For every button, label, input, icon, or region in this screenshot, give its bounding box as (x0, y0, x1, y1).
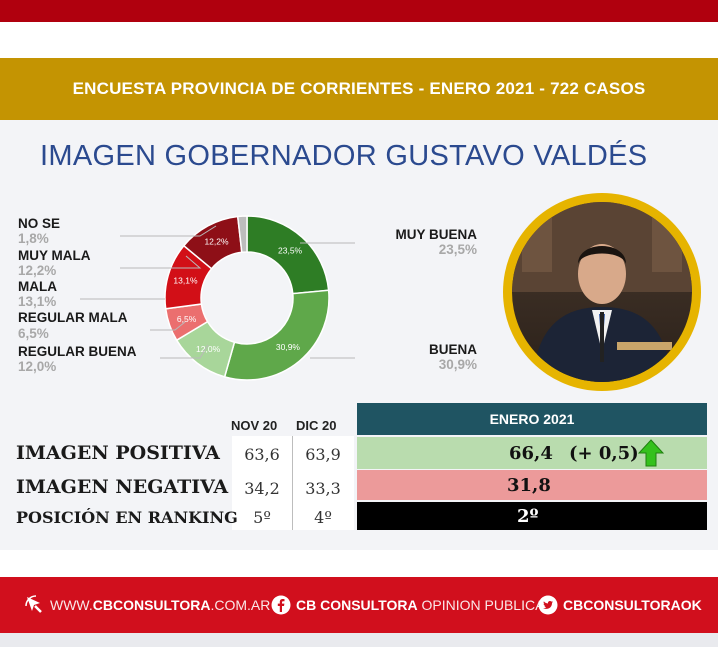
cell-negativa-nov: 34,2 (244, 479, 280, 498)
legend-value-regular-buena: 12,0% (18, 359, 57, 374)
cell-ranking-dic: 4º (314, 508, 332, 527)
change-positiva: (+ 0,5) (569, 443, 639, 464)
legend-value-mala: 13,1% (18, 294, 57, 309)
leader-line (120, 225, 217, 237)
facebook-name: CB CONSULTORA (296, 597, 418, 613)
value-ranking-enero: 2º (517, 506, 539, 527)
row-label-negativa: IMAGEN NEGATIVA (16, 476, 229, 498)
banner-title: ENCUESTA PROVINCIA DE CORRIENTES - ENERO… (72, 79, 646, 98)
cell-ranking-enero: 2º (357, 502, 707, 530)
legend-value-no-se: 1,8% (18, 231, 49, 246)
footer-website-link[interactable]: WWW.CBCONSULTORA.COM.AR (50, 597, 270, 613)
donut-data-label: 12,0% (196, 344, 221, 354)
footer-bottom-strip (0, 633, 718, 647)
table-history-bg (232, 436, 354, 530)
legend-label-buena: BUENA (428, 342, 477, 357)
row-label-ranking: POSICIÓN EN RANKING (16, 508, 238, 527)
twitter-icon (538, 595, 558, 615)
up-arrow-icon (638, 439, 664, 467)
leader-line (120, 255, 202, 269)
cell-negativa-enero: 31,8 (357, 470, 707, 500)
table-divider (292, 436, 293, 530)
legend-value-muy-buena: 23,5% (438, 242, 477, 257)
legend-label-muy-mala: MUY MALA (18, 248, 91, 263)
governor-photo-image (512, 202, 692, 382)
legend-label-no-se: NO SE (18, 216, 61, 231)
legend-label-regular-mala: REGULAR MALA (18, 310, 128, 325)
cell-positiva-dic: 63,9 (305, 445, 341, 464)
cell-negativa-dic: 33,3 (305, 479, 341, 498)
website-suffix: .COM.AR (210, 597, 271, 613)
legend-label-regular-buena: REGULAR BUENA (18, 344, 137, 359)
donut-data-label: 6,5% (177, 314, 197, 324)
website-prefix: WWW. (50, 597, 93, 613)
leader-line (160, 344, 209, 359)
legend-value-regular-mala: 6,5% (18, 326, 49, 341)
top-white-strip (0, 22, 718, 58)
donut-slice-no-se (236, 215, 248, 254)
cell-positiva-enero: 66,4 (+ 0,5) (357, 437, 707, 469)
legend-label-muy-buena: MUY BUENA (395, 227, 477, 242)
footer-white-strip (0, 550, 718, 577)
facebook-subtitle: OPINION PUBLICA (417, 597, 545, 613)
twitter-handle: CBCONSULTORAOK (563, 597, 702, 613)
cell-positiva-nov: 63,6 (244, 445, 280, 464)
col-header-enero: ENERO 2021 (357, 403, 707, 435)
legend-label-mala: MALA (18, 279, 57, 294)
value-negativa-enero: 31,8 (507, 475, 551, 496)
donut-data-label: 23,5% (278, 246, 303, 256)
cursor-click-icon (25, 595, 42, 613)
facebook-icon (271, 595, 291, 615)
donut-chart: 23,5% 30,9% 12,0% 6,5% 13,1% 12,2% (80, 215, 355, 381)
cell-ranking-nov: 5º (253, 508, 271, 527)
donut-data-label: 12,2% (204, 237, 229, 247)
top-red-bar (0, 0, 718, 22)
value-positiva-enero: 66,4 (509, 443, 553, 464)
legend-value-muy-mala: 12,2% (18, 263, 57, 278)
donut-data-label: 30,9% (276, 342, 301, 352)
donut-slice-buena (223, 289, 330, 381)
legend-value-buena: 30,9% (438, 357, 477, 372)
donut-data-label: 13,1% (173, 275, 198, 285)
header-banner (0, 58, 718, 120)
leader-line (150, 321, 186, 331)
website-domain: CBCONSULTORA (92, 597, 211, 613)
page-title: IMAGEN GOBERNADOR GUSTAVO VALDÉS (40, 140, 648, 172)
row-label-positiva: IMAGEN POSITIVA (16, 442, 220, 464)
col-header-nov: NOV 20 (231, 418, 278, 433)
footer-twitter-link[interactable]: CBCONSULTORAOK (563, 597, 702, 613)
col-header-dic: DIC 20 (296, 418, 337, 433)
footer-facebook-link[interactable]: CB CONSULTORA OPINION PUBLICA (296, 597, 544, 613)
governor-photo (503, 193, 701, 391)
footer-bar: WWW.CBCONSULTORA.COM.AR CB CONSULTORA OP… (0, 577, 718, 633)
